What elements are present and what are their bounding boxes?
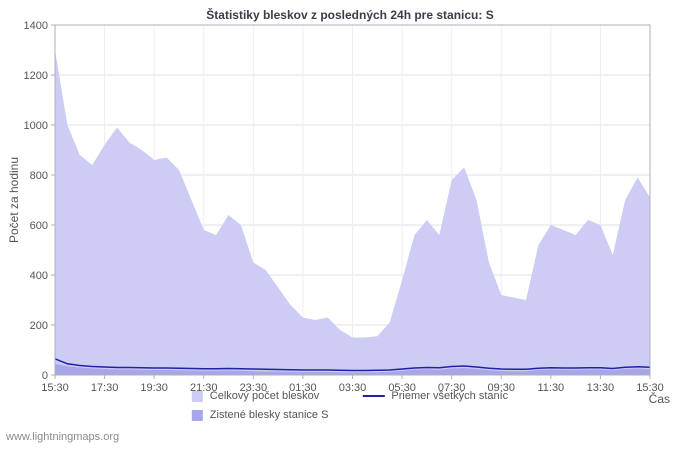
svg-text:03:30: 03:30 bbox=[339, 382, 367, 394]
legend-label-total: Celkový počet bleskov bbox=[209, 390, 320, 402]
svg-text:05:30: 05:30 bbox=[388, 382, 416, 394]
legend-item-station: Zistené blesky stanice S bbox=[191, 409, 329, 421]
legend-column-line: Priemer všetkých staníc bbox=[362, 390, 508, 402]
legend-label-station: Zistené blesky stanice S bbox=[209, 409, 329, 421]
svg-text:09:30: 09:30 bbox=[487, 382, 515, 394]
chart-title: Štatistiky bleskov z posledných 24h pre … bbox=[206, 8, 494, 22]
legend-swatch-avg-icon bbox=[362, 395, 385, 397]
legend-swatch-station-icon bbox=[191, 409, 203, 421]
svg-text:400: 400 bbox=[30, 270, 48, 282]
legend-swatch-total-icon bbox=[191, 390, 203, 402]
svg-text:07:30: 07:30 bbox=[438, 382, 466, 394]
svg-text:15:30: 15:30 bbox=[636, 382, 664, 394]
chart-legend: Celkový počet bleskov Zistené blesky sta… bbox=[191, 390, 508, 421]
svg-text:0: 0 bbox=[42, 370, 48, 382]
svg-text:17:30: 17:30 bbox=[91, 382, 119, 394]
svg-text:15:30: 15:30 bbox=[41, 382, 69, 394]
svg-text:01:30: 01:30 bbox=[289, 382, 317, 394]
legend-item-avg: Priemer všetkých staníc bbox=[362, 390, 508, 402]
svg-text:800: 800 bbox=[30, 170, 48, 182]
svg-text:1000: 1000 bbox=[24, 120, 48, 132]
legend-label-avg: Priemer všetkých staníc bbox=[391, 390, 509, 402]
svg-text:23:30: 23:30 bbox=[240, 382, 268, 394]
svg-text:600: 600 bbox=[30, 220, 48, 232]
svg-text:1200: 1200 bbox=[24, 70, 48, 82]
svg-text:11:30: 11:30 bbox=[537, 382, 564, 394]
svg-text:19:30: 19:30 bbox=[140, 382, 168, 394]
svg-text:13:30: 13:30 bbox=[587, 382, 615, 394]
legend-column-areas: Celkový počet bleskov Zistené blesky sta… bbox=[191, 390, 329, 421]
svg-text:200: 200 bbox=[30, 320, 48, 332]
legend-item-total: Celkový počet bleskov bbox=[191, 390, 329, 402]
svg-text:1400: 1400 bbox=[24, 20, 48, 32]
x-axis-label: Čas bbox=[648, 392, 670, 406]
watermark-link[interactable]: www.lightningmaps.org bbox=[6, 431, 120, 443]
